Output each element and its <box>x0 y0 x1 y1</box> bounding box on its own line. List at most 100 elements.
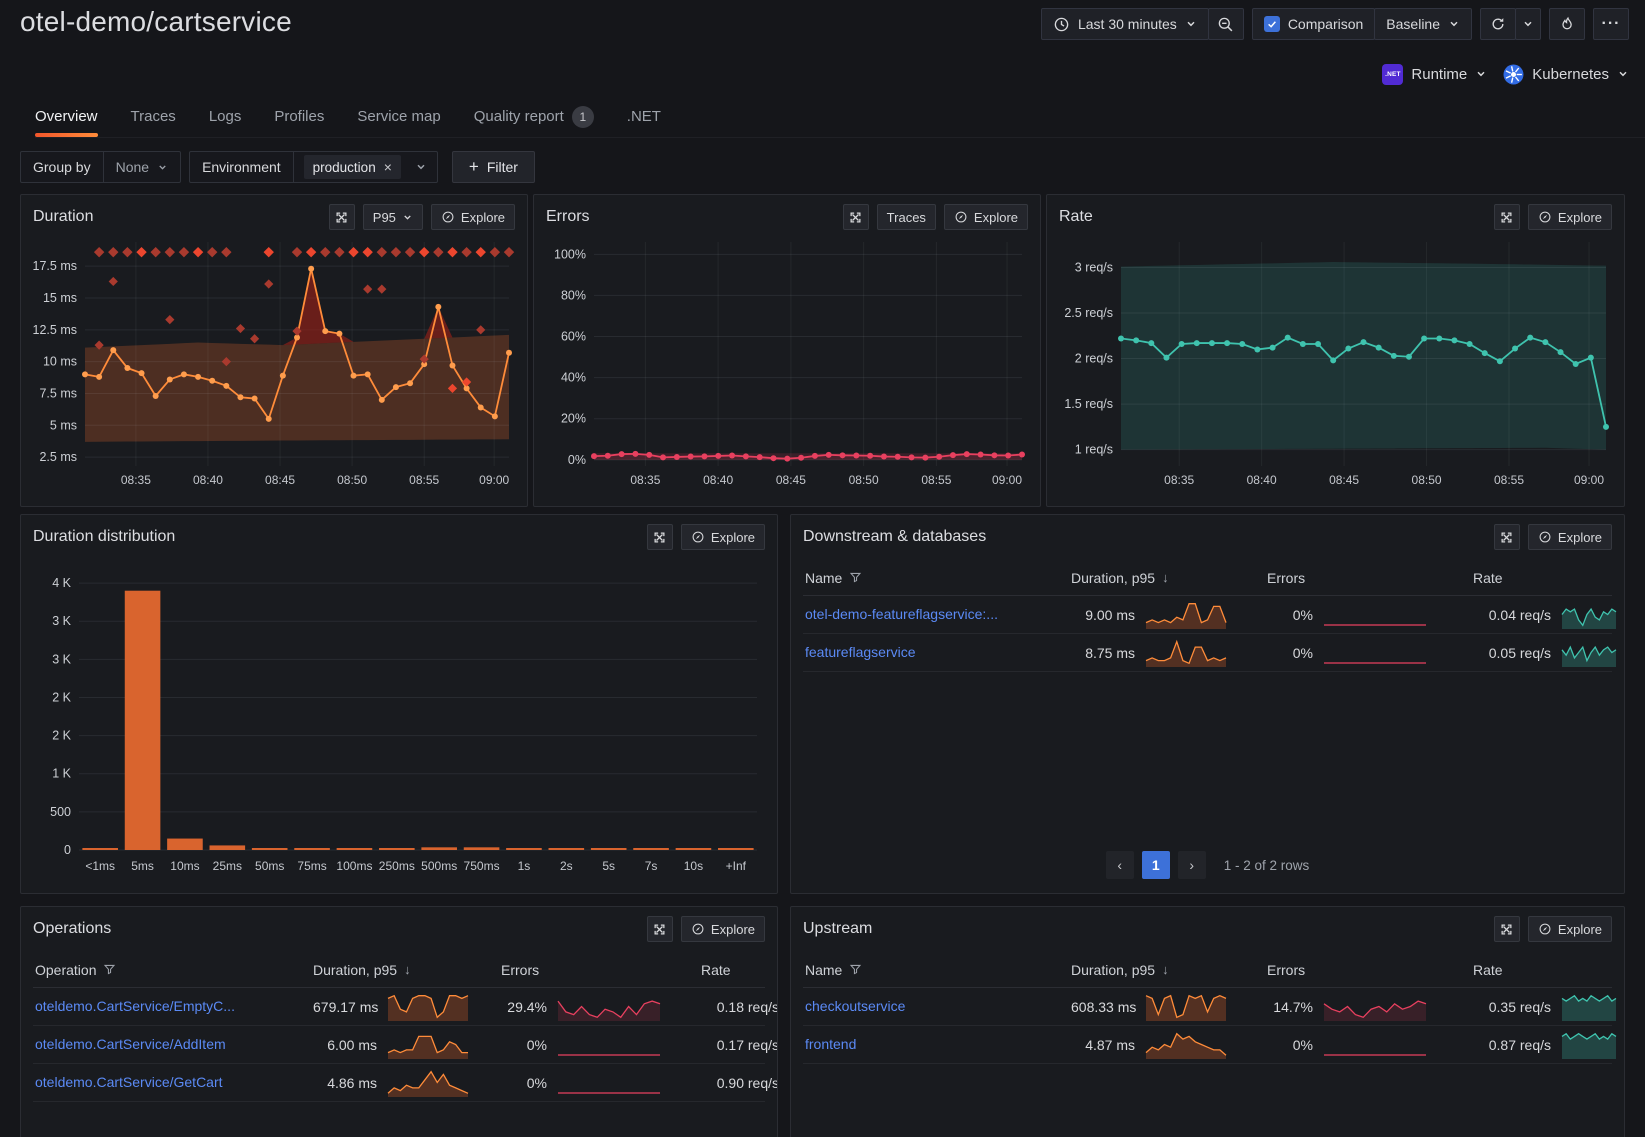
svg-text:10s: 10s <box>684 859 703 873</box>
name-cell: oteldemo.CartService/AddItem <box>35 1036 313 1054</box>
service-link[interactable]: featureflagservice <box>805 643 916 660</box>
tab-dotnet[interactable]: .NET <box>627 96 661 137</box>
environment-chip[interactable]: production × <box>303 155 401 179</box>
sparkline-chart <box>387 1035 468 1059</box>
service-link[interactable]: frontend <box>805 1035 857 1052</box>
tab-logs[interactable]: Logs <box>209 96 242 137</box>
column-rate[interactable]: Rate <box>1473 961 1503 978</box>
percentile-dropdown[interactable]: P95 <box>362 204 423 230</box>
svg-text:08:45: 08:45 <box>265 473 295 487</box>
comparison-toggle[interactable]: Comparison <box>1251 8 1376 40</box>
flame-icon <box>1561 16 1572 29</box>
tab-traces[interactable]: Traces <box>131 96 176 137</box>
top-bar: otel-demo/cartservice Last 30 minutes Co… <box>0 0 1645 96</box>
group-by-control: Group by None <box>20 151 182 183</box>
time-picker-button[interactable]: Last 30 minutes <box>1040 8 1209 40</box>
expand-panel-button[interactable] <box>1493 204 1520 230</box>
duration-distribution-chart[interactable]: 0 500 1 K 2 K 2 K 3 K 3 K 4 K <1ms 5ms 10ms 25ms 50m… <box>33 554 763 876</box>
explore-button[interactable]: Explore <box>1527 204 1612 230</box>
service-link[interactable]: oteldemo.CartService/EmptyC... <box>35 997 235 1014</box>
tab-quality-report[interactable]: Quality report 1 <box>474 96 594 137</box>
errors-chart[interactable]: 08:35 08:40 08:45 08:50 08:55 09:00 100% 80% 60%… <box>546 234 1028 490</box>
column-duration[interactable]: Duration, p95 ↓ <box>313 961 411 978</box>
sparkline-chart <box>558 1091 660 1094</box>
expand-panel-button[interactable] <box>646 524 673 550</box>
column-errors[interactable]: Errors <box>1267 569 1306 586</box>
refresh-button[interactable] <box>1480 8 1516 40</box>
service-link[interactable]: oteldemo.CartService/GetCart <box>35 1073 223 1090</box>
service-link[interactable]: oteldemo.CartService/AddItem <box>35 1035 226 1052</box>
panel-title: Upstream <box>803 920 873 937</box>
zoom-out-button[interactable] <box>1207 8 1244 40</box>
tab-bar: Overview Traces Logs Profiles Service ma… <box>35 96 1645 138</box>
runtime-dropdown[interactable]: .NET Runtime <box>1382 58 1487 90</box>
metric-cell: 0.87 req/s <box>1473 1029 1620 1061</box>
kubernetes-dropdown[interactable]: Kubernetes <box>1503 58 1629 90</box>
column-errors[interactable]: Errors <box>1267 961 1306 978</box>
column-operation[interactable]: Operation <box>35 962 313 978</box>
rate-chart[interactable]: 08:35 08:40 08:45 08:50 08:55 09:00 3 req/s 2.5… <box>1059 234 1612 490</box>
service-link[interactable]: otel-demo-featureflagservice:... <box>805 605 998 622</box>
environment-label: Environment <box>190 152 294 182</box>
explore-button[interactable]: Explore <box>680 524 765 550</box>
sort-desc-icon: ↓ <box>1162 962 1169 977</box>
explore-button[interactable]: Explore <box>430 204 515 230</box>
sparkline-chart <box>557 999 661 1021</box>
add-filter-button[interactable]: + Filter <box>451 151 535 183</box>
service-link[interactable]: checkoutservice <box>805 997 906 1014</box>
expand-icon <box>654 924 665 934</box>
environment-dropdown[interactable] <box>405 152 437 182</box>
svg-text:08:55: 08:55 <box>409 473 439 487</box>
baseline-dropdown[interactable]: Baseline <box>1374 8 1472 40</box>
panel-title: Downstream & databases <box>803 528 987 545</box>
page-1-button[interactable]: 1 <box>1141 851 1170 879</box>
duration-distribution-panel: Duration distribution Explore 0 500 1 K 2 K… <box>20 514 778 894</box>
column-rate[interactable]: Rate <box>701 961 731 978</box>
duration-chart[interactable]: 08:35 08:40 08:45 08:50 08:55 09:00 17.5 ms 15 … <box>33 234 515 490</box>
column-errors[interactable]: Errors <box>501 961 540 978</box>
sparkline-chart <box>1145 1032 1227 1059</box>
expand-panel-button[interactable] <box>842 204 869 230</box>
tab-service-map[interactable]: Service map <box>357 96 440 137</box>
explore-button[interactable]: Explore <box>1527 916 1612 942</box>
prev-page-button[interactable]: ‹ <box>1105 851 1134 879</box>
column-duration[interactable]: Duration, p95 ↓ <box>1071 961 1169 978</box>
column-name[interactable]: Name <box>805 962 1071 978</box>
comparison-checkbox[interactable] <box>1263 16 1280 32</box>
svg-text:08:35: 08:35 <box>1164 473 1194 487</box>
explore-button[interactable]: Explore <box>1527 524 1612 550</box>
group-by-dropdown[interactable]: None <box>104 152 180 182</box>
metric-value: 0% <box>1292 606 1313 623</box>
sparkline-chart <box>1324 1053 1426 1056</box>
name-cell: otel-demo-featureflagservice:... <box>805 606 1071 624</box>
column-rate[interactable]: Rate <box>1473 569 1503 586</box>
sparkline-chart <box>558 1053 660 1056</box>
expand-panel-button[interactable] <box>328 204 355 230</box>
column-duration[interactable]: Duration, p95 ↓ <box>1071 569 1169 586</box>
svg-text:08:50: 08:50 <box>849 473 879 487</box>
svg-text:50ms: 50ms <box>255 859 284 873</box>
expand-panel-button[interactable] <box>646 916 673 942</box>
refresh-interval-dropdown[interactable] <box>1515 8 1541 40</box>
more-options-button[interactable]: ··· <box>1593 8 1629 40</box>
metric-cell: 0% <box>501 1029 701 1061</box>
table-header: Name Duration, p95 ↓ Errors Rate <box>803 560 1612 596</box>
metric-value: 608.33 ms <box>1071 998 1137 1015</box>
clock-icon <box>1054 17 1069 31</box>
next-page-button[interactable]: › <box>1177 851 1206 879</box>
tab-profiles[interactable]: Profiles <box>274 96 324 137</box>
expand-panel-button[interactable] <box>1493 916 1520 942</box>
metric-value: 0.04 req/s <box>1488 606 1551 623</box>
flame-button[interactable] <box>1549 8 1585 40</box>
column-name[interactable]: Name <box>805 570 1071 586</box>
tab-overview[interactable]: Overview <box>35 96 98 137</box>
explore-button[interactable]: Explore <box>943 204 1028 230</box>
svg-text:40%: 40% <box>561 371 586 385</box>
environment-switchers: .NET Runtime Kubernetes <box>1382 58 1629 90</box>
svg-text:5ms: 5ms <box>131 859 154 873</box>
traces-button[interactable]: Traces <box>876 204 936 230</box>
remove-filter-icon[interactable]: × <box>383 159 392 175</box>
explore-button[interactable]: Explore <box>680 916 765 942</box>
expand-panel-button[interactable] <box>1493 524 1520 550</box>
